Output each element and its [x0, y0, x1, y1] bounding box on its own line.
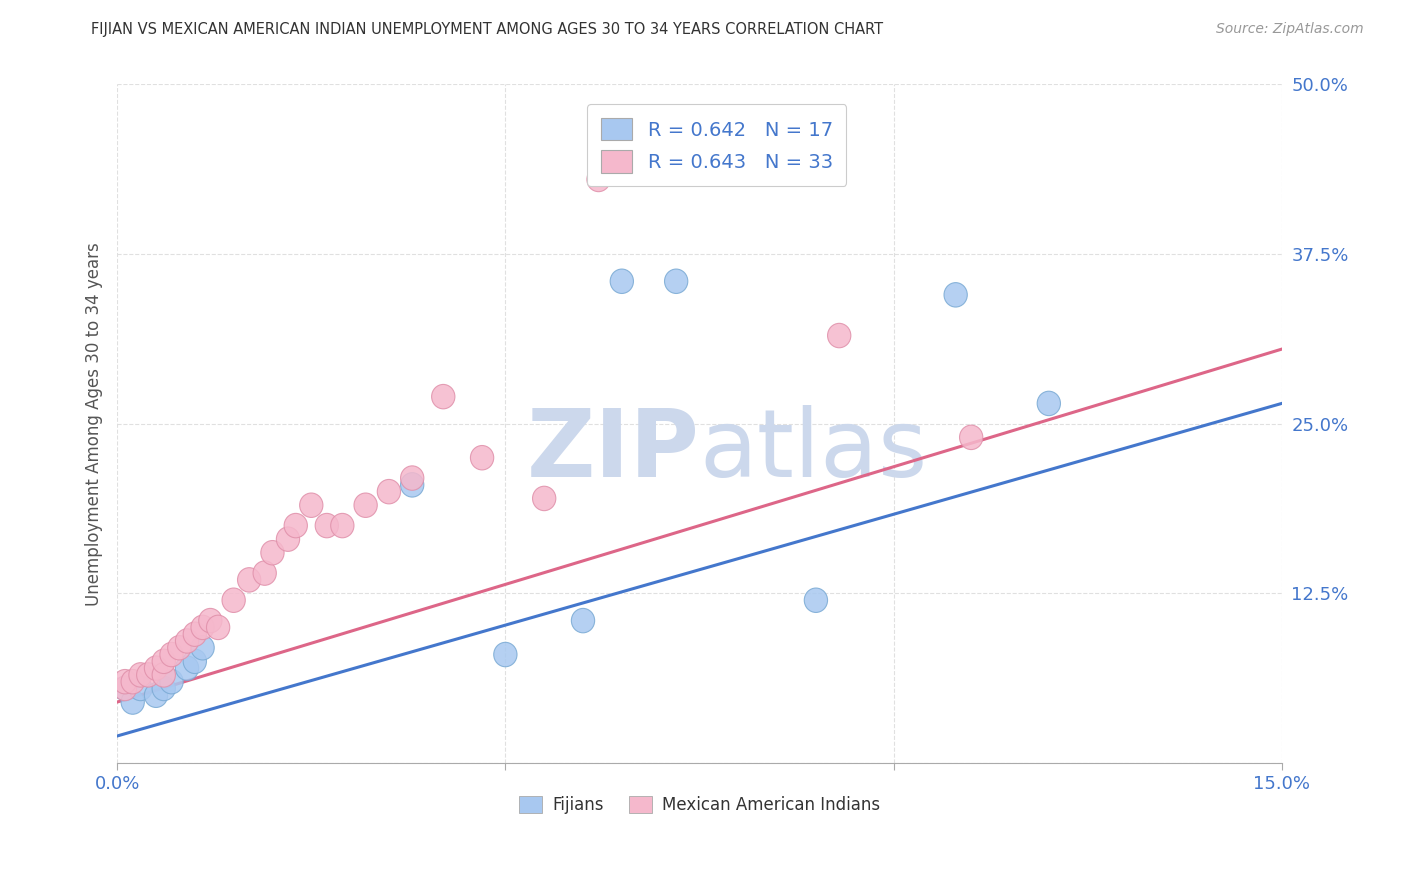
Ellipse shape: [160, 642, 183, 666]
Ellipse shape: [315, 514, 339, 538]
Ellipse shape: [222, 588, 245, 613]
Ellipse shape: [114, 670, 136, 694]
Ellipse shape: [610, 269, 634, 293]
Ellipse shape: [943, 283, 967, 307]
Ellipse shape: [121, 690, 145, 714]
Ellipse shape: [191, 635, 214, 660]
Ellipse shape: [191, 615, 214, 640]
Ellipse shape: [1038, 392, 1060, 416]
Ellipse shape: [152, 663, 176, 687]
Ellipse shape: [176, 629, 198, 653]
Y-axis label: Unemployment Among Ages 30 to 34 years: Unemployment Among Ages 30 to 34 years: [86, 242, 103, 606]
Ellipse shape: [253, 561, 277, 585]
Legend: Fijians, Mexican American Indians: Fijians, Mexican American Indians: [510, 788, 889, 822]
Ellipse shape: [804, 588, 828, 613]
Ellipse shape: [145, 683, 167, 707]
Ellipse shape: [533, 486, 555, 510]
Ellipse shape: [665, 269, 688, 293]
Ellipse shape: [160, 670, 183, 694]
Ellipse shape: [136, 663, 160, 687]
Ellipse shape: [494, 642, 517, 666]
Ellipse shape: [571, 608, 595, 632]
Ellipse shape: [471, 445, 494, 470]
Ellipse shape: [198, 608, 222, 632]
Ellipse shape: [299, 493, 323, 517]
Ellipse shape: [121, 670, 145, 694]
Ellipse shape: [183, 649, 207, 673]
Ellipse shape: [152, 649, 176, 673]
Ellipse shape: [401, 466, 423, 491]
Ellipse shape: [262, 541, 284, 565]
Ellipse shape: [959, 425, 983, 450]
Ellipse shape: [114, 676, 136, 701]
Ellipse shape: [129, 676, 152, 701]
Ellipse shape: [277, 527, 299, 551]
Text: atlas: atlas: [699, 405, 928, 497]
Ellipse shape: [401, 473, 423, 497]
Ellipse shape: [377, 479, 401, 504]
Text: Source: ZipAtlas.com: Source: ZipAtlas.com: [1216, 22, 1364, 37]
Ellipse shape: [167, 635, 191, 660]
Ellipse shape: [145, 656, 167, 681]
Ellipse shape: [284, 514, 308, 538]
Ellipse shape: [129, 663, 152, 687]
Ellipse shape: [828, 323, 851, 348]
Ellipse shape: [207, 615, 229, 640]
Ellipse shape: [432, 384, 456, 409]
Ellipse shape: [152, 676, 176, 701]
Ellipse shape: [586, 167, 610, 192]
Ellipse shape: [114, 676, 136, 701]
Text: FIJIAN VS MEXICAN AMERICAN INDIAN UNEMPLOYMENT AMONG AGES 30 TO 34 YEARS CORRELA: FIJIAN VS MEXICAN AMERICAN INDIAN UNEMPL…: [91, 22, 883, 37]
Ellipse shape: [354, 493, 377, 517]
Text: ZIP: ZIP: [527, 405, 699, 497]
Ellipse shape: [238, 567, 262, 592]
Ellipse shape: [330, 514, 354, 538]
Ellipse shape: [183, 622, 207, 647]
Ellipse shape: [176, 656, 198, 681]
